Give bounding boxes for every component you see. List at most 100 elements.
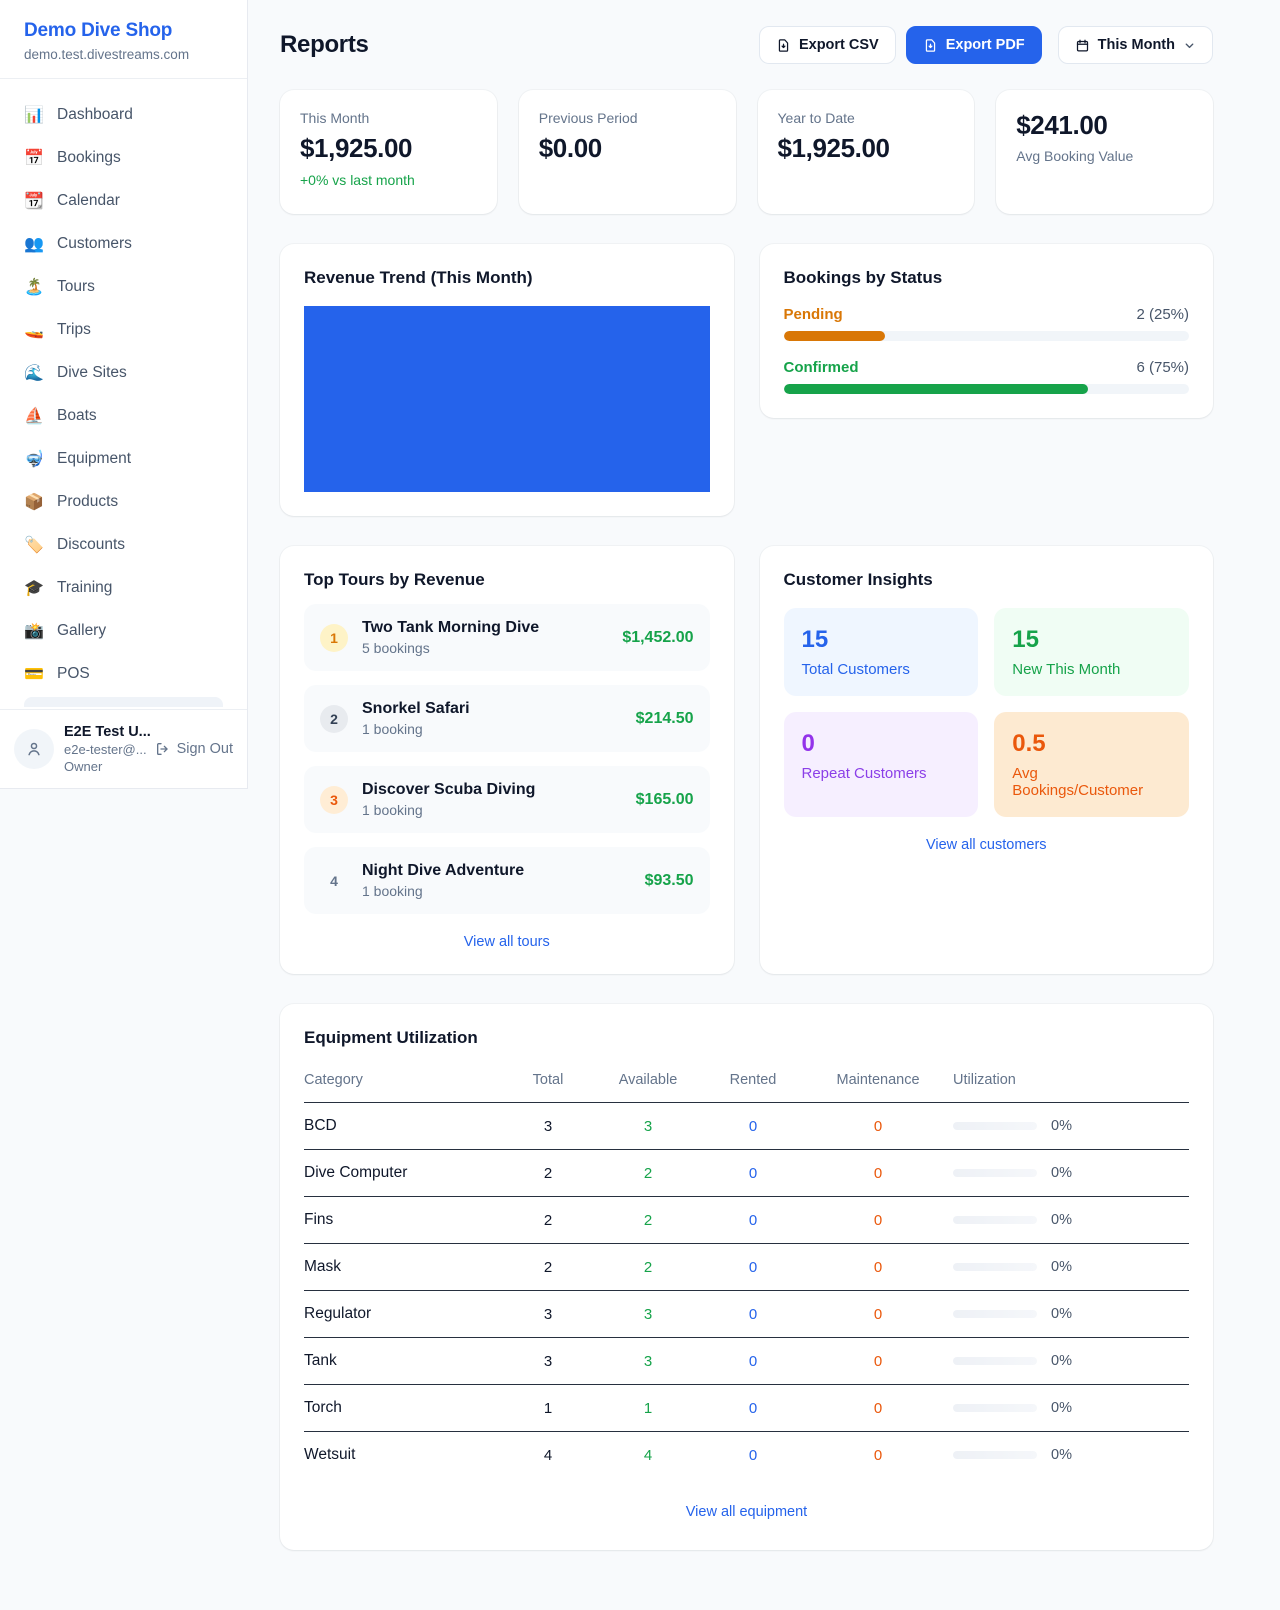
sidebar-item-boats[interactable]: ⛵ Boats [12,396,235,436]
stat-value: $1,925.00 [777,133,890,163]
utilization-percent: 0% [1051,1400,1072,1416]
equipment-utilization-card: Equipment Utilization Category Total Ava… [280,1004,1213,1550]
table-row: Wetsuit 4 4 0 0 0% [304,1432,1189,1478]
available-value: 2 [643,1211,653,1229]
utilization-bar [953,1169,1037,1177]
sidebar-item-trips[interactable]: 🚤 Trips [12,310,235,350]
sidebar-item-equipment[interactable]: 🤿 Equipment [12,439,235,479]
stat-card-year-to-date: Year to Date $1,925.00 [757,90,975,214]
equipment-category: Fins [304,1211,334,1228]
col-total: Total [532,1072,564,1088]
rented-value: 0 [748,1117,758,1135]
tag-icon: 🏷️ [24,537,44,554]
sidebar-item-tours[interactable]: 🏝️ Tours [12,267,235,307]
maintenance-value: 0 [873,1446,883,1464]
bookings-by-status-title: Bookings by Status [783,268,943,287]
equipment-category: Regulator [304,1305,372,1322]
tour-name: Snorkel Safari [362,700,470,717]
equipment-category: Torch [304,1399,342,1416]
sidebar-item-calendar[interactable]: 📆 Calendar [12,181,235,221]
period-dropdown[interactable]: This Month [1057,26,1213,64]
status-label: Confirmed [783,359,859,376]
sidebar-item-pos[interactable]: 💳 POS [12,654,235,694]
progress-track [783,331,1189,341]
sign-out-label: Sign Out [176,741,233,757]
rented-value: 0 [748,1446,758,1464]
bookings-calendar-icon: 📅 [24,150,44,167]
view-all-tours-link[interactable]: View all tours [463,934,550,950]
sidebar-item-dive-sites[interactable]: 🌊 Dive Sites [12,353,235,393]
user-role: Owner [64,759,103,774]
package-icon: 📦 [24,494,44,511]
sign-out-button[interactable]: Sign Out [155,741,233,757]
stat-label: This Month [300,110,370,126]
table-row: Tank 3 3 0 0 0% [304,1338,1189,1385]
stat-label: Year to Date [777,110,855,126]
calendar-icon [1076,39,1088,51]
charts-row: Revenue Trend (This Month) Bookings by S… [280,244,1213,516]
stat-value: $0.00 [538,133,602,163]
utilization-percent: 0% [1051,1306,1072,1322]
rank-badge: 1 [320,623,348,652]
total-value: 2 [543,1258,553,1276]
equipment-category: Mask [304,1258,342,1275]
sidebar-item-label: Bookings [57,149,121,166]
table-row: BCD 3 3 0 0 0% [304,1103,1189,1150]
sidebar-item-label: POS [57,665,90,682]
tour-name: Two Tank Morning Dive [362,619,540,636]
utilization-bar [953,1451,1037,1459]
export-pdf-button[interactable]: Export PDF [905,26,1042,64]
sidebar-item-label: Tours [57,278,95,295]
tour-bookings: 1 booking [362,721,423,737]
utilization-bar [953,1404,1037,1412]
utilization-percent: 0% [1051,1259,1072,1275]
sidebar: Demo Dive Shop demo.test.divestreams.com… [0,0,248,789]
tile-value: 15 [801,626,829,653]
sidebar-item-discounts[interactable]: 🏷️ Discounts [12,525,235,565]
sidebar-item-customers[interactable]: 👥 Customers [12,224,235,264]
view-all-customers-link[interactable]: View all customers [925,837,1047,853]
table-row: Fins 2 2 0 0 0% [304,1197,1189,1244]
wave-icon: 🌊 [24,365,44,382]
stat-card-this-month: This Month $1,925.00 +0% vs last month [280,90,497,214]
sidebar-item-bookings[interactable]: 📅 Bookings [12,138,235,178]
maintenance-value: 0 [873,1211,883,1229]
revenue-trend-title: Revenue Trend (This Month) [304,268,533,287]
table-header-row: Category Total Available Rented Maintena… [304,1064,1189,1103]
tour-name: Discover Scuba Diving [362,781,536,798]
rented-value: 0 [748,1399,758,1417]
sidebar-item-label: Products [57,493,119,510]
col-maintenance: Maintenance [836,1072,920,1088]
brand-name[interactable]: Demo Dive Shop [24,20,173,41]
sidebar-item-dashboard[interactable]: 📊 Dashboard [12,95,235,135]
sidebar-item-training[interactable]: 🎓 Training [12,568,235,608]
export-pdf-label: Export PDF [945,37,1025,53]
tour-row: 2 Snorkel Safari 1 booking $214.50 [304,685,710,752]
utilization-bar [953,1216,1037,1224]
customers-icon: 👥 [24,236,44,253]
avatar [14,729,54,769]
speedboat-icon: 🚤 [24,322,44,339]
chevron-down-icon [1185,42,1194,48]
view-all-equipment-link[interactable]: View all equipment [685,1504,808,1520]
rented-value: 0 [748,1258,758,1276]
export-csv-button[interactable]: Export CSV [758,26,896,64]
utilization-percent: 0% [1051,1165,1072,1181]
total-value: 3 [543,1117,553,1135]
rank-badge: 4 [330,872,338,889]
tile-label: Total Customers [801,661,910,678]
utilization-cell: 0% [953,1118,1189,1134]
utilization-cell: 0% [953,1212,1189,1228]
equipment-category: Tank [304,1352,337,1369]
utilization-percent: 0% [1051,1353,1072,1369]
utilization-cell: 0% [953,1259,1189,1275]
utilization-bar [953,1122,1037,1130]
sidebar-item-gallery[interactable]: 📸 Gallery [12,611,235,651]
utilization-percent: 0% [1051,1447,1072,1463]
sidebar-item-products[interactable]: 📦 Products [12,482,235,522]
sailboat-icon: ⛵ [24,408,44,425]
maintenance-value: 0 [873,1352,883,1370]
sidebar-item-label: Dashboard [57,106,133,123]
tile-value: 15 [1012,626,1039,653]
